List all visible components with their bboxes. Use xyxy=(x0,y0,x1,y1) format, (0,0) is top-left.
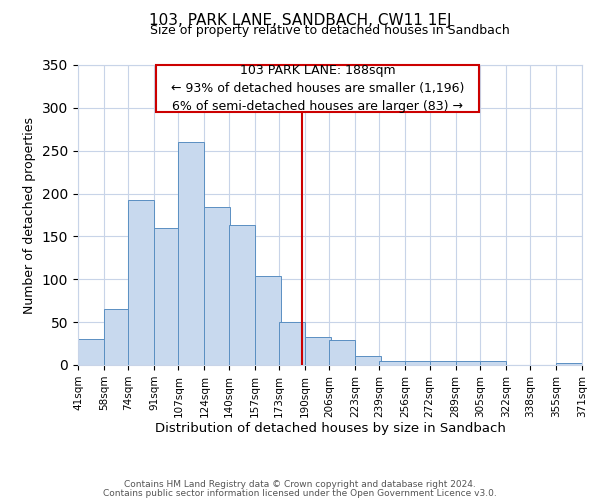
Bar xyxy=(355,356,381,365)
Bar xyxy=(229,226,254,365)
X-axis label: Distribution of detached houses by size in Sandbach: Distribution of detached houses by size … xyxy=(155,422,505,436)
Bar xyxy=(104,310,130,365)
Bar xyxy=(430,360,455,365)
Bar xyxy=(279,322,305,365)
Bar xyxy=(480,360,506,365)
Bar xyxy=(379,360,406,365)
Bar xyxy=(305,336,331,365)
Bar xyxy=(78,340,104,365)
Bar xyxy=(205,208,230,365)
Bar xyxy=(406,360,431,365)
FancyBboxPatch shape xyxy=(156,65,479,112)
Bar xyxy=(329,340,355,365)
Text: Contains HM Land Registry data © Crown copyright and database right 2024.: Contains HM Land Registry data © Crown c… xyxy=(124,480,476,489)
Y-axis label: Number of detached properties: Number of detached properties xyxy=(23,116,37,314)
Text: Contains public sector information licensed under the Open Government Licence v3: Contains public sector information licen… xyxy=(103,489,497,498)
Bar xyxy=(254,276,281,365)
Bar xyxy=(128,200,154,365)
Bar xyxy=(178,142,205,365)
Bar xyxy=(154,228,180,365)
Text: 103, PARK LANE, SANDBACH, CW11 1EJ: 103, PARK LANE, SANDBACH, CW11 1EJ xyxy=(149,12,451,28)
Title: Size of property relative to detached houses in Sandbach: Size of property relative to detached ho… xyxy=(150,24,510,38)
Bar xyxy=(455,360,482,365)
Bar xyxy=(556,364,582,365)
Text: 103 PARK LANE: 188sqm
← 93% of detached houses are smaller (1,196)
6% of semi-de: 103 PARK LANE: 188sqm ← 93% of detached … xyxy=(171,64,464,113)
